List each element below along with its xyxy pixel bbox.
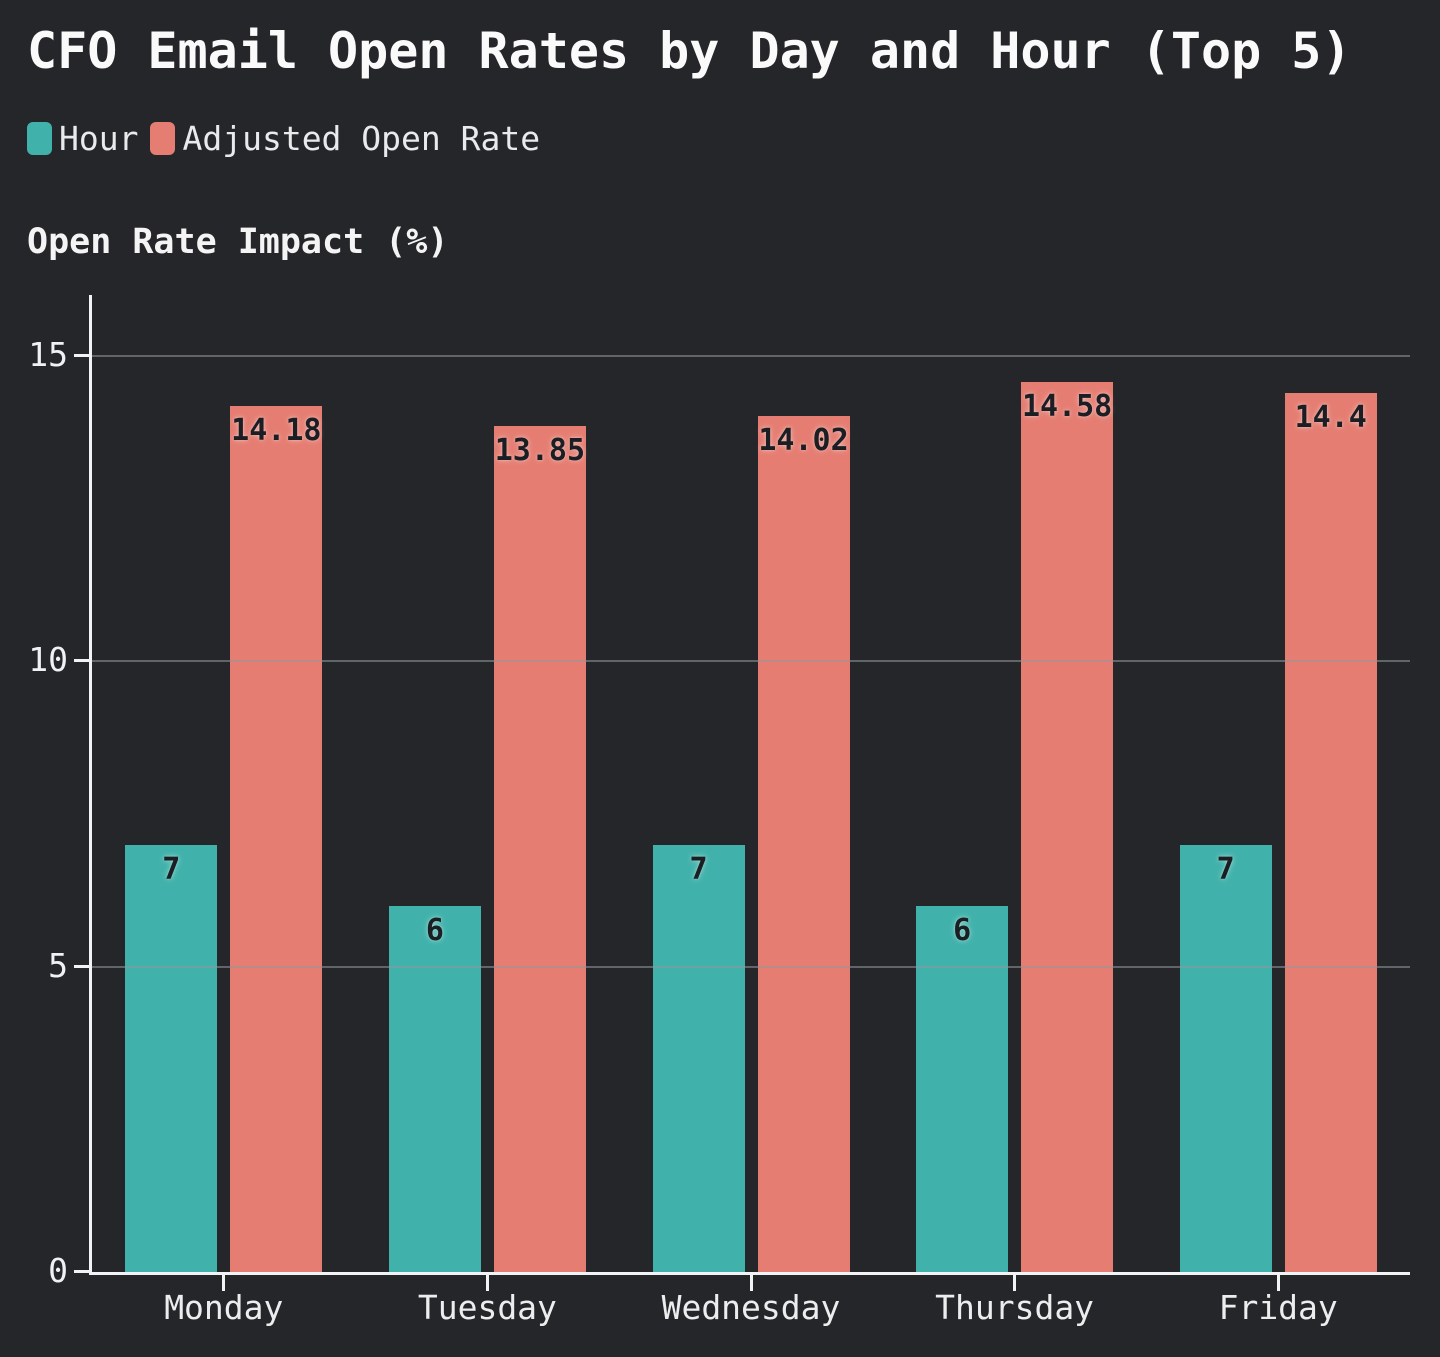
bar-adjusted-open-rate-wednesday: 14.02 xyxy=(757,415,850,1272)
y-tick-mark-0 xyxy=(74,1270,91,1273)
x-axis-label-tuesday: Tuesday xyxy=(417,1288,557,1327)
legend-item-hour: Hour xyxy=(27,119,138,158)
y-tick-label-15: 15 xyxy=(28,335,68,375)
y-tick-mark-5 xyxy=(74,964,91,968)
x-tick-mark-tuesday xyxy=(485,1275,489,1291)
legend-label-adjusted-open-rate: Adjusted Open Rate xyxy=(182,119,541,158)
chart-title: CFO Email Open Rates by Day and Hour (To… xyxy=(27,22,1352,80)
bar-adjusted-open-rate-friday: 14.4 xyxy=(1284,392,1377,1272)
y-tick-mark-15 xyxy=(74,354,91,358)
bar-adjusted-open-rate-tuesday: 13.85 xyxy=(493,426,586,1272)
bar-value-label-adjusted-open-rate-monday: 14.18 xyxy=(231,413,322,449)
bar-hour-tuesday: 6 xyxy=(388,905,481,1272)
bar-value-label-hour-thursday: 6 xyxy=(953,912,972,948)
x-axis-label-monday: Monday xyxy=(164,1288,284,1327)
x-tick-mark-friday xyxy=(1276,1275,1280,1291)
x-tick-mark-monday xyxy=(222,1275,226,1291)
x-tick-mark-thursday xyxy=(1013,1275,1017,1291)
bar-hour-friday: 7 xyxy=(1179,844,1272,1272)
legend-swatch-hour-icon xyxy=(27,122,52,155)
y-axis-title: Open Rate Impact (%) xyxy=(27,222,449,262)
bar-hour-wednesday: 7 xyxy=(652,844,745,1272)
bar-value-label-hour-tuesday: 6 xyxy=(425,912,444,948)
legend-swatch-adjusted-open-rate-icon xyxy=(150,122,176,155)
grid-line-15 xyxy=(92,355,1410,358)
x-axis-label-wednesday: Wednesday xyxy=(661,1288,841,1327)
legend: Hour Adjusted Open Rate xyxy=(27,119,540,158)
x-axis-label-friday: Friday xyxy=(1218,1288,1338,1327)
bar-hour-thursday: 6 xyxy=(916,905,1009,1272)
x-axis-label-thursday: Thursday xyxy=(935,1288,1095,1327)
x-tick-mark-wednesday xyxy=(749,1275,753,1291)
y-tick-label-0: 0 xyxy=(48,1251,68,1290)
y-tick-mark-10 xyxy=(74,659,91,663)
legend-item-adjusted-open-rate: Adjusted Open Rate xyxy=(150,119,540,158)
bar-value-label-hour-wednesday: 7 xyxy=(689,851,708,887)
legend-label-hour: Hour xyxy=(59,119,139,158)
bar-value-label-adjusted-open-rate-tuesday: 13.85 xyxy=(494,433,586,469)
bar-value-label-hour-monday: 7 xyxy=(162,851,181,887)
bar-value-label-adjusted-open-rate-friday: 14.4 xyxy=(1294,399,1367,435)
plot-area: 0 5 10 15 7 14.18 Monday 6 13.85 Tuesday 7 14.02 Wed… xyxy=(28,295,1410,1327)
bar-value-label-adjusted-open-rate-thursday: 14.58 xyxy=(1021,388,1113,424)
bar-value-label-adjusted-open-rate-wednesday: 14.02 xyxy=(758,422,849,458)
y-tick-label-5: 5 xyxy=(48,945,68,985)
bar-hour-monday: 7 xyxy=(125,844,218,1272)
bar-adjusted-open-rate-thursday: 14.58 xyxy=(1021,381,1114,1272)
bar-value-label-hour-friday: 7 xyxy=(1216,851,1235,887)
bar-adjusted-open-rate-monday: 14.18 xyxy=(230,406,323,1272)
y-tick-label-10: 10 xyxy=(28,640,68,680)
